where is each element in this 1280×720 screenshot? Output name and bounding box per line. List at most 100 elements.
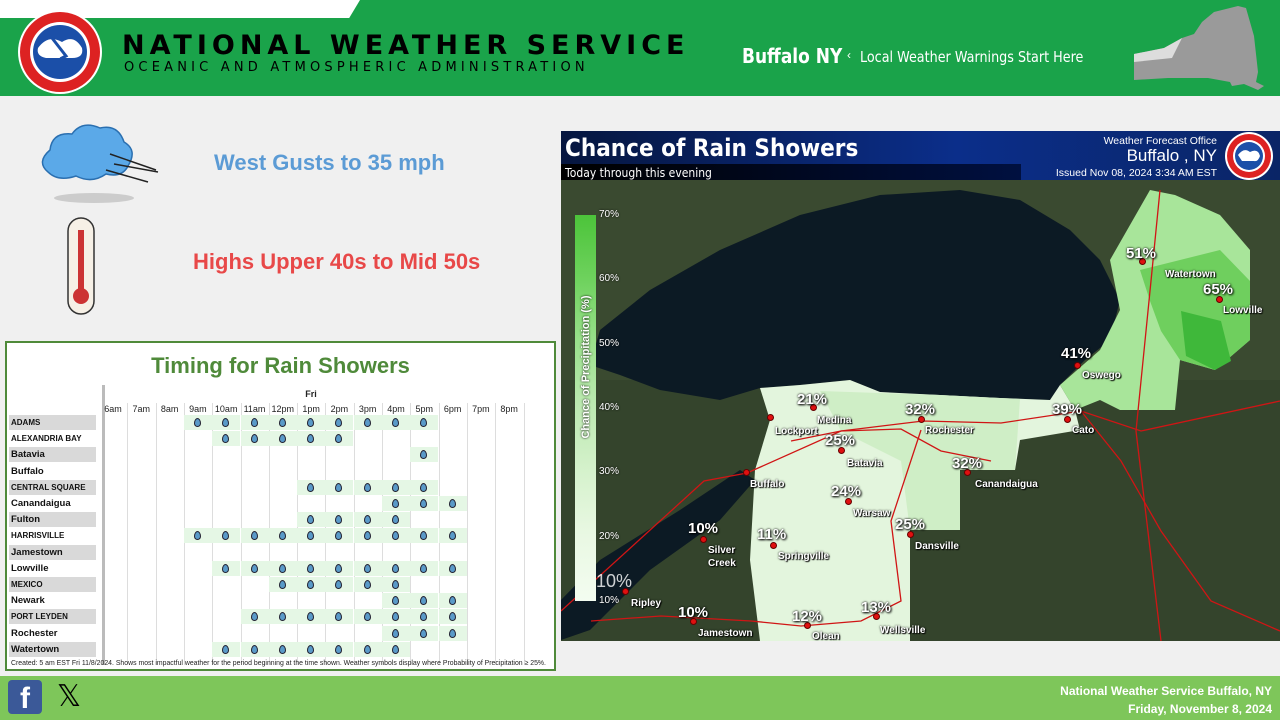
- empty-cell: [127, 561, 155, 576]
- x-twitter-icon[interactable]: 𝕏: [56, 680, 82, 713]
- empty-cell: [127, 545, 155, 560]
- rain-cell: [410, 415, 439, 430]
- empty-cell: [156, 528, 184, 543]
- rain-cell: [382, 641, 410, 657]
- raindrop-icon: [392, 580, 399, 589]
- empty-cell: [212, 512, 240, 527]
- rain-cell: [382, 560, 410, 576]
- empty-cell: [184, 545, 212, 560]
- rain-cell: [325, 528, 354, 544]
- empty-cell: [99, 464, 127, 479]
- empty-cell: [410, 642, 438, 657]
- hour-header: 7pm: [472, 404, 490, 414]
- rain-timing-panel: Timing for Rain Showers Fri 6am 7am 8am 9am…: [5, 341, 556, 671]
- rain-cell: [297, 560, 326, 576]
- rain-cell: [382, 479, 410, 495]
- empty-cell: [495, 528, 523, 543]
- raindrop-icon: [307, 434, 315, 444]
- empty-cell: [382, 447, 410, 462]
- rain-cell: [438, 560, 467, 576]
- empty-cell: [127, 480, 155, 495]
- hour-header: 5pm: [415, 404, 434, 414]
- rain-cell: [410, 593, 439, 609]
- raindrop-icon: [392, 612, 399, 622]
- hour-header: 1pm: [302, 404, 320, 414]
- raindrop-icon: [307, 418, 315, 427]
- rain-cell: [438, 528, 467, 544]
- rain-cell: [240, 415, 269, 430]
- facebook-icon[interactable]: f: [8, 680, 42, 715]
- empty-cell: [99, 642, 127, 657]
- city-label: Springville: [778, 551, 830, 562]
- legend-tick: 60%: [599, 273, 620, 285]
- empty-cell: [99, 545, 127, 560]
- empty-cell: [467, 593, 495, 608]
- empty-cell: [127, 512, 155, 527]
- rain-cell: [240, 641, 269, 657]
- rain-chance-label: 39%: [1052, 401, 1083, 418]
- legend-tick: 50%: [599, 337, 620, 349]
- raindrop-icon: [420, 482, 428, 492]
- raindrop-icon: [335, 434, 343, 444]
- lake-ontario: [590, 190, 1120, 400]
- office-name: Buffalo NY: [742, 44, 843, 68]
- empty-cell: [269, 626, 297, 641]
- empty-cell: [212, 593, 240, 608]
- empty-cell: [410, 577, 438, 592]
- rain-cell: [438, 625, 467, 641]
- city-label: Oswego: [1082, 370, 1121, 381]
- table-row: Batavia: [9, 447, 554, 463]
- empty-cell: [99, 561, 127, 576]
- empty-cell: [127, 528, 155, 543]
- empty-cell: [439, 464, 467, 479]
- footer-bar: [0, 676, 1280, 720]
- legend-title: Chance of Precipitation (%): [580, 295, 592, 439]
- raindrop-icon: [420, 563, 428, 573]
- location-name: Lowville: [9, 560, 96, 576]
- rain-cell: [268, 577, 297, 592]
- rain-cell: [212, 641, 241, 657]
- city-marker: [770, 542, 777, 549]
- empty-cell: [184, 496, 212, 511]
- raindrop-icon: [363, 644, 371, 654]
- timing-footnote: Created: 5 am EST Fri 11/8/2024. Shows m…: [11, 658, 546, 667]
- raindrop-icon: [250, 418, 258, 427]
- raindrop-icon: [335, 531, 343, 541]
- city-marker: [1064, 416, 1071, 423]
- rain-cell: [212, 431, 241, 447]
- nws-logo[interactable]: [14, 8, 110, 96]
- rain-cell: [240, 609, 269, 625]
- raindrop-icon: [392, 563, 399, 573]
- table-row: Newark: [9, 593, 554, 609]
- map-title: Chance of Rain Showers: [565, 134, 859, 162]
- rain-cell: [438, 496, 467, 511]
- empty-cell: [325, 545, 353, 560]
- rain-cell: [212, 560, 241, 576]
- empty-cell: [241, 496, 269, 511]
- raindrop-icon: [222, 434, 230, 444]
- rain-cell: [325, 560, 354, 576]
- empty-cell: [99, 626, 127, 641]
- city-marker: [845, 498, 852, 505]
- legend-tick: 20%: [599, 530, 620, 542]
- table-row: PORT LEYDEN: [9, 609, 554, 625]
- rain-cell: [240, 431, 269, 447]
- column-divider: [466, 403, 468, 665]
- raindrop-icon: [307, 580, 315, 589]
- rain-cell: [297, 479, 326, 495]
- raindrop-icon: [420, 628, 428, 638]
- rain-cell: [325, 641, 354, 657]
- empty-cell: [495, 609, 523, 624]
- location-name: HARRISVILLE: [9, 528, 96, 544]
- windy-cloud-icon: [41, 124, 159, 203]
- raindrop-icon: [363, 612, 371, 622]
- name-column-divider: [102, 385, 105, 665]
- table-row: Rochester: [9, 625, 554, 642]
- city-marker: [700, 536, 707, 543]
- raindrop-icon: [278, 434, 286, 444]
- empty-cell: [99, 480, 127, 495]
- rain-chance-label: 24%: [831, 483, 862, 500]
- footer-date: Friday, November 8, 2024: [1128, 702, 1272, 716]
- raindrop-icon: [363, 563, 371, 573]
- empty-cell: [297, 447, 325, 462]
